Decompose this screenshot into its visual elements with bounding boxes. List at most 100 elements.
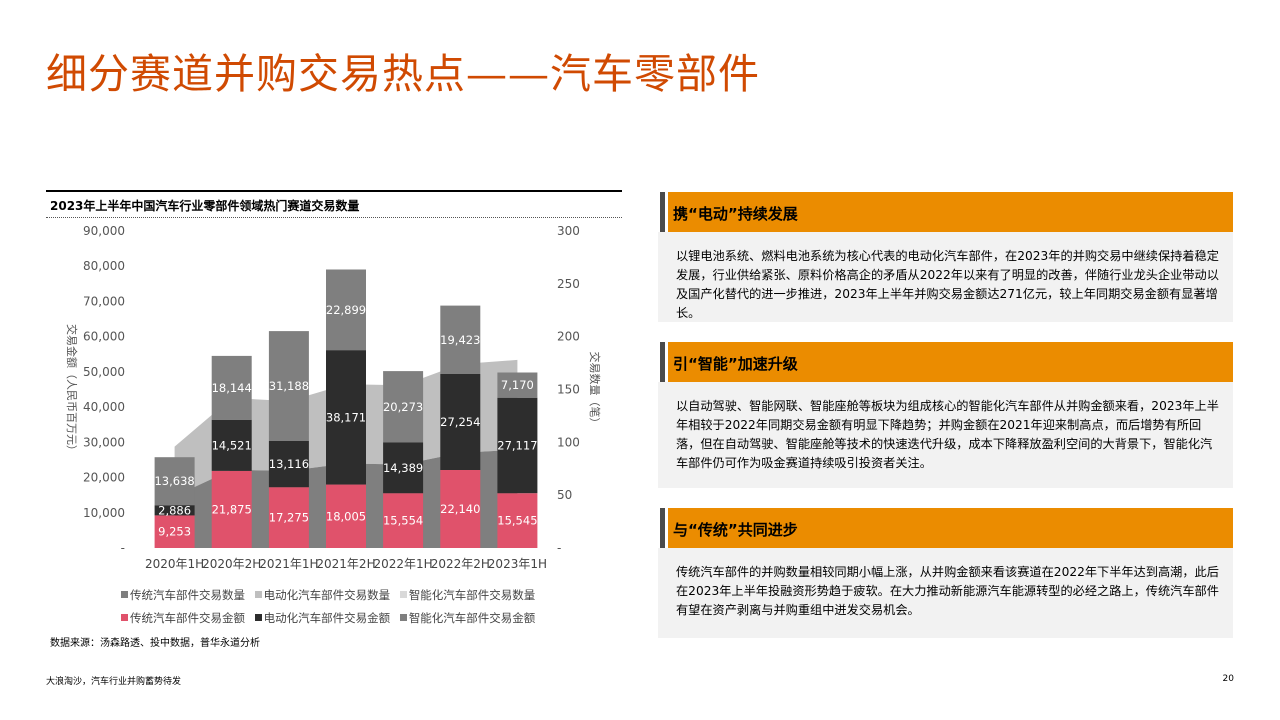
bar-segment	[154, 515, 195, 548]
bar-segment	[383, 493, 424, 548]
bar-value-label: 18,005	[326, 509, 366, 523]
y-right-tick-label: -	[557, 541, 561, 555]
y-right-tick-label: 150	[557, 383, 580, 397]
bar-value-label: 27,254	[440, 415, 480, 429]
section-body-electric: 以锂电池系统、燃料电池系统为核心代表的电动化汽车部件，在2023年的并购交易中继…	[658, 232, 1233, 322]
x-tick-label: 2021年1H	[259, 557, 318, 571]
bar-value-label: 14,521	[212, 438, 252, 452]
bar-segment	[383, 442, 424, 494]
bar-segment	[268, 441, 309, 488]
bar-value-label: 20,273	[383, 400, 423, 414]
y-left-tick-label: 90,000	[83, 224, 125, 238]
x-tick-label: 2023年1H	[488, 557, 547, 571]
bar-value-label: 17,275	[269, 511, 309, 525]
y-left-axis-label: 交易金额（人民币百万元）	[65, 324, 79, 456]
y-left-tick-label: 60,000	[83, 330, 125, 344]
bar-value-label: 15,545	[497, 514, 537, 528]
bar-segment	[440, 305, 481, 374]
section-body-smart: 以自动驾驶、智能网联、智能座舱等板块为组成核心的智能化汽车部件从并购金额来看，2…	[658, 382, 1233, 488]
bar-value-label: 14,389	[383, 461, 423, 475]
bar-value-label: 31,188	[269, 379, 309, 393]
heading-accent	[658, 192, 668, 232]
bar-value-label: 13,638	[154, 474, 194, 488]
legend-label: 传统汽车部件交易数量	[130, 588, 245, 602]
chart-panel: 2023年上半年中国汽车行业零部件领域热门赛道交易数量 90,000 80,000…	[46, 190, 624, 655]
heading-accent	[658, 508, 668, 548]
chart-title-bar: 2023年上半年中国汽车行业零部件领域热门赛道交易数量	[46, 190, 622, 218]
y-left-tick-label: 50,000	[83, 365, 125, 379]
bar-segment	[326, 269, 366, 351]
legend-item-smart-count: 智能化汽车部件交易数量	[399, 587, 536, 603]
section-heading-text: 携“电动”持续发展	[673, 205, 798, 223]
x-tick-label: 2020年2H	[202, 557, 261, 571]
bar-value-label: 2,886	[158, 503, 191, 517]
legend-row-2: 传统汽车部件交易金额 电动化汽车部件交易金额 智能化汽车部件交易金额	[121, 610, 541, 626]
bar-segment	[154, 505, 195, 516]
y-right-tick-label: 300	[557, 224, 580, 238]
bar-segment	[497, 397, 538, 494]
bar-value-label: 22,140	[440, 502, 480, 516]
legend-swatch	[121, 614, 128, 621]
section-heading-text: 与“传统”共同进步	[673, 521, 798, 539]
section-heading-smart: 引“智能”加速升级	[658, 342, 1233, 382]
legend-row-1: 传统汽车部件交易数量 电动化汽车部件交易数量 智能化汽车部件交易数量	[121, 587, 541, 603]
bar-value-label: 18,144	[212, 381, 252, 395]
x-tick-label: 2022年1H	[373, 557, 432, 571]
bar-segment	[383, 371, 424, 443]
legend-label: 智能化汽车部件交易数量	[408, 588, 536, 602]
bar-segment	[326, 350, 366, 485]
section-heading-text: 引“智能”加速升级	[673, 355, 798, 373]
footer-text: 大浪淘沙，汽车行业并购蓄势待发	[46, 677, 182, 687]
y-left-tick-label: -	[121, 541, 125, 555]
legend-item-electric-count: 电动化汽车部件交易数量	[254, 587, 391, 603]
bar-value-label: 9,253	[158, 525, 191, 539]
bar-segment	[440, 374, 481, 470]
chart-title: 2023年上半年中国汽车行业零部件领域热门赛道交易数量	[50, 199, 360, 213]
y-left-tick-label: 70,000	[83, 294, 125, 308]
legend-label: 电动化汽车部件交易数量	[263, 588, 391, 602]
x-tick-label: 2020年1H	[145, 557, 204, 571]
source-note: 数据来源：汤森路透、投中数据，普华永道分析	[50, 638, 260, 649]
section-heading-electric: 携“电动”持续发展	[658, 192, 1233, 232]
legend-item-smart-amount: 智能化汽车部件交易金额	[399, 610, 536, 626]
section-body-text: 以自动驾驶、智能网联、智能座舱等板块为组成核心的智能化汽车部件从并购金额来看，2…	[676, 399, 1219, 470]
legend-swatch	[254, 614, 262, 621]
section-heading-traditional: 与“传统”共同进步	[658, 508, 1233, 548]
legend-label: 电动化汽车部件交易金额	[263, 611, 391, 625]
y-right-tick-label: 50	[557, 488, 572, 502]
bar-value-label: 13,116	[269, 457, 309, 471]
bar-segment	[326, 484, 366, 548]
bar-segment	[211, 471, 252, 548]
bar-value-label: 22,899	[326, 303, 366, 317]
bar-segment	[440, 470, 481, 548]
y-left-tick-label: 30,000	[83, 435, 125, 449]
bar-value-label: 7,170	[501, 378, 534, 392]
legend-swatch	[254, 591, 262, 598]
legend-label: 智能化汽车部件交易金额	[408, 611, 536, 625]
bar-value-label: 38,171	[326, 410, 366, 424]
bar-segment	[268, 331, 309, 441]
legend-swatch	[121, 591, 128, 598]
y-left-tick-label: 80,000	[83, 259, 125, 273]
y-right-axis-label: 交易数量（笔）	[588, 352, 602, 429]
x-tick-label: 2021年2H	[316, 557, 375, 571]
y-right-tick-label: 250	[557, 277, 580, 291]
chart-svg: 90,000 80,000 70,000 60,000 50,000 40,000 30,0…	[65, 224, 602, 571]
y-right-tick-label: 100	[557, 435, 580, 449]
legend-item-electric-amount: 电动化汽车部件交易金额	[254, 610, 391, 626]
y-left-tick-label: 40,000	[83, 400, 125, 414]
page-title: 细分赛道并购交易热点——汽车零部件	[46, 50, 760, 98]
bar-value-label: 15,554	[383, 514, 423, 528]
legend-swatch	[399, 591, 407, 598]
page-number: 20	[1222, 674, 1234, 684]
bar-segment	[497, 372, 538, 398]
legend-label: 传统汽车部件交易金额	[130, 611, 245, 625]
bar-value-label: 27,117	[497, 439, 537, 453]
y-left-tick-label: 20,000	[83, 471, 125, 485]
bar-segment	[154, 457, 195, 506]
bar-segment	[268, 487, 309, 548]
section-body-traditional: 传统汽车部件的并购数量相较同期小幅上涨，从并购金额来看该赛道在2022年下半年达…	[658, 548, 1233, 638]
bar-segment	[211, 355, 252, 420]
x-tick-label: 2022年2H	[431, 557, 490, 571]
legend-item-traditional-count: 传统汽车部件交易数量	[121, 587, 245, 603]
